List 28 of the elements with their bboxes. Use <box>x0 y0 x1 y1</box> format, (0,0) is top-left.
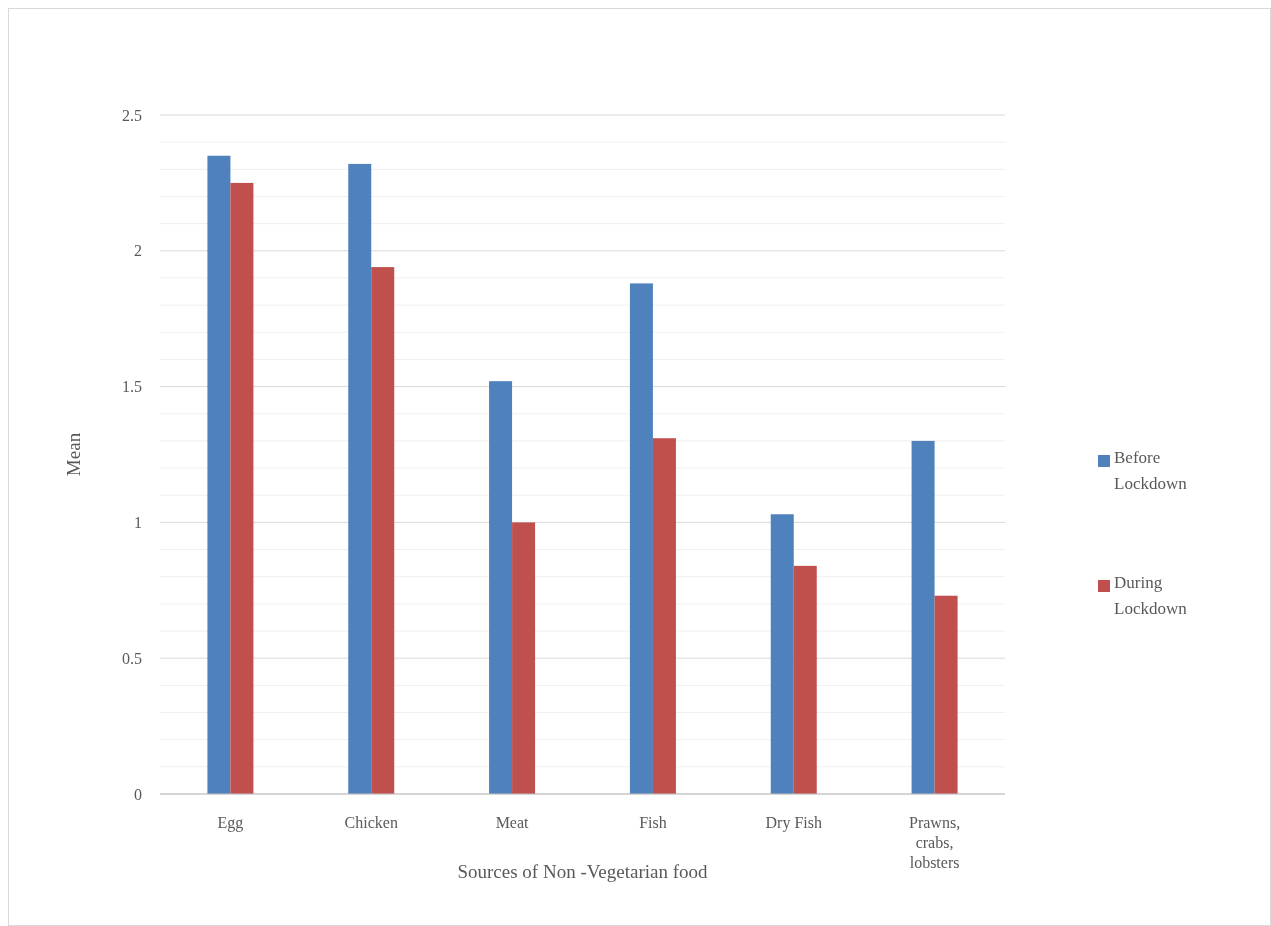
x-axis-title: Sources of Non -Vegetarian food <box>457 861 709 882</box>
bar <box>230 182 254 794</box>
y-tick-label: 0.5 <box>122 649 142 667</box>
bar <box>348 163 372 794</box>
bar <box>770 514 794 794</box>
x-tick-label: Fish <box>639 814 667 831</box>
x-tick-label: Dry Fish <box>765 814 822 832</box>
y-tick-label: 1.5 <box>122 378 142 396</box>
y-tick-label: 0 <box>134 785 142 803</box>
bar <box>207 155 231 794</box>
bar <box>934 595 958 794</box>
legend-label: During Lockdown <box>1114 573 1188 618</box>
bar <box>371 267 395 794</box>
x-tick-label: Prawns, crabs, lobsters <box>909 814 961 871</box>
y-axis-title: Mean <box>63 432 84 477</box>
legend-label: Before Lockdown <box>1114 448 1188 493</box>
bar <box>489 381 513 794</box>
bar <box>793 565 817 794</box>
y-tick-label: 1 <box>134 514 142 531</box>
y-tick-label: 2 <box>134 242 142 260</box>
x-tick-label: Egg <box>217 814 244 832</box>
y-tick-label: 2.5 <box>122 106 142 124</box>
x-tick-label: Chicken <box>344 814 398 831</box>
bar <box>652 438 676 794</box>
bar <box>512 522 536 794</box>
bar <box>629 283 653 794</box>
x-tick-label: Meat <box>495 814 530 831</box>
bar <box>911 440 935 794</box>
